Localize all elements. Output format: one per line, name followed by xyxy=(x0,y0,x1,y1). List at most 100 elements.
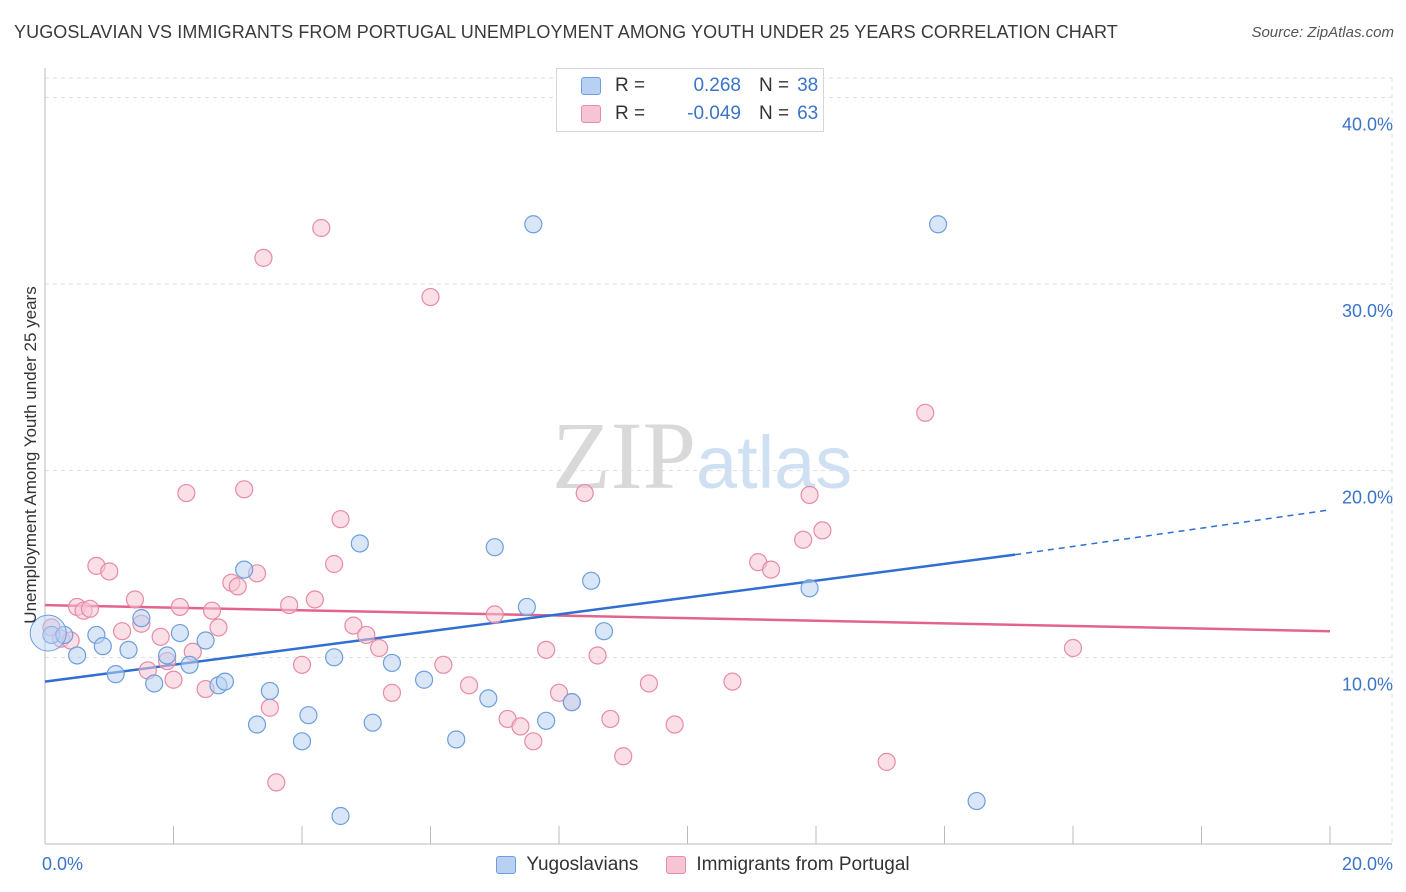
point-yugoslavian xyxy=(517,597,536,617)
watermark-atlas: atlas xyxy=(696,421,853,504)
source-label: Source: ZipAtlas.com xyxy=(1251,24,1394,41)
stats-row-yugoslavians: R = 0.268 N = 38 xyxy=(581,73,818,99)
point-portugal xyxy=(459,676,479,695)
point-portugal xyxy=(761,560,781,579)
point-yugoslavian xyxy=(235,560,254,579)
point-portugal xyxy=(1063,638,1083,658)
n-value: 63 xyxy=(797,103,819,124)
point-yugoslavian xyxy=(119,640,138,659)
point-yugoslavian xyxy=(524,215,543,234)
y-tick-label: 40.0% xyxy=(1342,114,1393,134)
n-label: N = xyxy=(759,75,790,96)
n-value: 38 xyxy=(797,75,819,96)
point-yugoslavian xyxy=(928,215,948,234)
point-yugoslavian xyxy=(132,609,151,628)
point-portugal xyxy=(575,483,594,503)
point-portugal xyxy=(537,640,556,659)
legend-swatch-pink xyxy=(666,856,687,874)
point-yugoslavian xyxy=(800,579,819,598)
point-yugoslavian xyxy=(196,631,215,650)
point-portugal xyxy=(151,627,170,646)
point-portugal xyxy=(202,601,222,620)
point-portugal xyxy=(325,554,344,574)
legend-swatch-blue xyxy=(496,856,517,874)
point-portugal xyxy=(344,616,363,635)
legend-item-yugoslavians: Yugoslavians xyxy=(496,854,638,876)
y-tick-label: 10.0% xyxy=(1342,674,1393,694)
point-yugoslavian xyxy=(447,730,466,749)
point-portugal xyxy=(601,709,620,729)
point-portugal xyxy=(100,562,119,581)
point-yugoslavian xyxy=(331,806,350,826)
point-yugoslavian xyxy=(582,571,601,590)
point-yugoslavian xyxy=(247,715,267,734)
point-portugal xyxy=(228,577,247,596)
trend-line-yugoslavians-extension xyxy=(1015,509,1331,556)
point-portugal xyxy=(125,590,145,609)
point-portugal xyxy=(177,483,196,503)
point-portugal xyxy=(260,698,279,717)
point-yugoslavian xyxy=(68,646,87,665)
y-tick-label: 30.0% xyxy=(1342,301,1393,321)
point-portugal xyxy=(588,646,607,665)
point-portugal xyxy=(267,773,286,792)
point-portugal xyxy=(665,715,684,734)
point-portugal xyxy=(524,732,543,751)
point-yugoslavian xyxy=(215,672,234,691)
point-portugal xyxy=(305,590,324,609)
point-portugal xyxy=(511,717,530,736)
trend-line-yugoslavians xyxy=(44,553,1016,683)
point-portugal xyxy=(254,248,273,267)
point-yugoslavian xyxy=(537,711,556,730)
point-yugoslavian xyxy=(967,791,986,811)
point-cluster xyxy=(29,614,67,652)
grid-lines xyxy=(45,77,1393,844)
point-portugal xyxy=(639,674,659,693)
data-points xyxy=(29,215,1083,826)
point-yugoslavian xyxy=(562,693,581,712)
point-portugal xyxy=(331,510,350,529)
point-portugal xyxy=(292,655,312,674)
point-portugal xyxy=(209,618,228,637)
r-value: -0.049 xyxy=(687,103,741,124)
legend-label: Immigrants from Portugal xyxy=(696,854,910,875)
point-yugoslavian xyxy=(170,623,190,643)
point-yugoslavian xyxy=(260,681,279,701)
point-yugoslavian xyxy=(145,674,164,693)
legend-item-portugal: Immigrants from Portugal xyxy=(666,854,910,876)
chart-title: YUGOSLAVIAN VS IMMIGRANTS FROM PORTUGAL … xyxy=(14,22,1118,42)
stats-legend: R = 0.268 N = 38 R = -0.049 N = 63 xyxy=(556,68,824,132)
point-portugal xyxy=(80,599,100,618)
point-portugal xyxy=(813,521,832,540)
point-yugoslavian xyxy=(157,646,177,665)
point-yugoslavian xyxy=(55,625,74,645)
point-yugoslavian xyxy=(594,622,614,641)
point-yugoslavian xyxy=(479,689,498,708)
r-value: 0.268 xyxy=(693,75,741,96)
point-portugal xyxy=(370,638,389,658)
point-portugal xyxy=(485,605,504,624)
point-portugal xyxy=(312,218,331,238)
trend-line-portugal xyxy=(44,603,1331,633)
legend-label: Yugoslavians xyxy=(526,854,639,875)
point-yugoslavian xyxy=(485,538,504,557)
point-portugal xyxy=(170,597,190,617)
point-yugoslavian xyxy=(350,534,369,553)
swatch-blue xyxy=(581,77,601,95)
y-axis-label: Unemployment Among Youth under 25 years xyxy=(21,286,40,623)
point-portugal xyxy=(549,683,569,702)
point-yugoslavian xyxy=(180,655,199,674)
point-portugal xyxy=(877,752,896,771)
point-yugoslavian xyxy=(106,665,125,684)
point-yugoslavian xyxy=(292,732,312,751)
point-portugal xyxy=(800,485,819,505)
axes xyxy=(44,68,1392,845)
point-portugal xyxy=(235,480,254,499)
point-portugal xyxy=(794,530,813,549)
point-yugoslavian xyxy=(325,648,344,667)
point-portugal xyxy=(916,403,935,422)
point-portugal xyxy=(164,670,183,689)
point-yugoslavian xyxy=(299,706,318,725)
point-yugoslavian xyxy=(414,670,434,689)
